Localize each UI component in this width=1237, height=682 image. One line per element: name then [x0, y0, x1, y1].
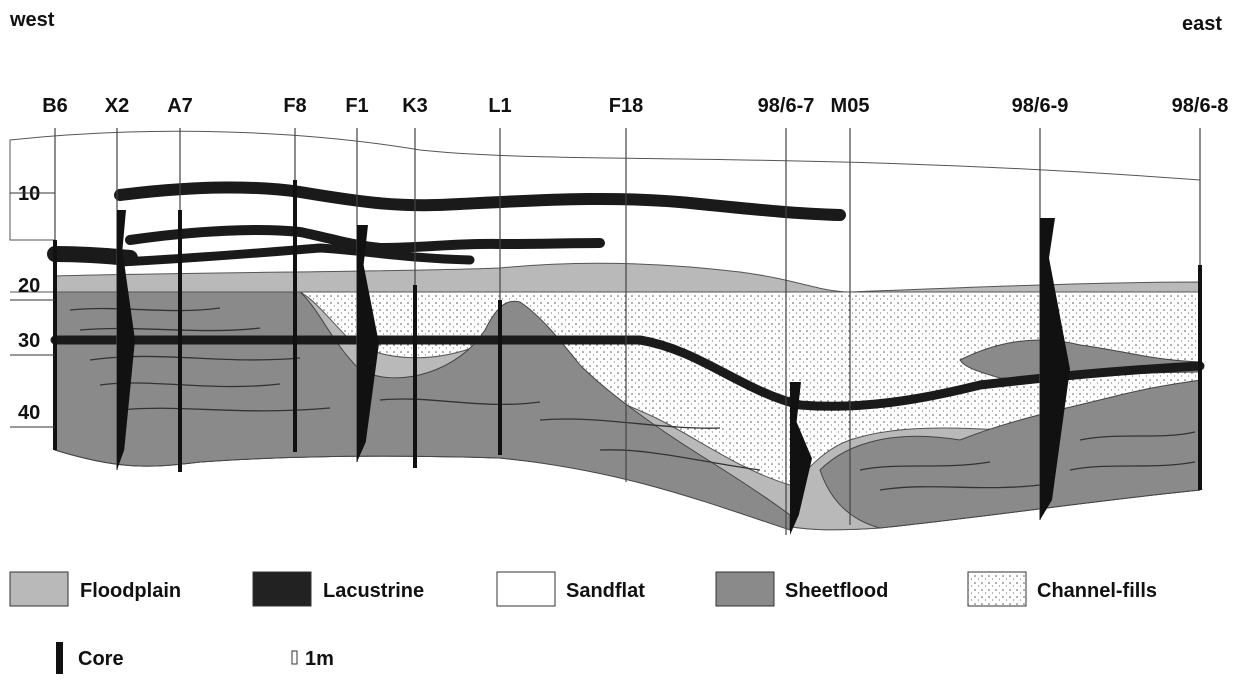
well-label: 98/6-9 [1012, 95, 1069, 117]
core [413, 285, 417, 468]
legend-swatch [968, 572, 1026, 606]
core [178, 210, 182, 472]
legend-label: Floodplain [80, 580, 181, 602]
legend-swatch [716, 572, 774, 606]
core [498, 300, 502, 455]
section-body [10, 131, 1200, 530]
legend-label: Sheetflood [785, 580, 888, 602]
well-label: A7 [167, 95, 193, 117]
legend-swatch [253, 572, 311, 606]
core [53, 240, 57, 450]
well-label: M05 [831, 95, 870, 117]
well-label: B6 [42, 95, 68, 117]
well-label: X2 [105, 95, 129, 117]
depth-label: 30 [18, 330, 40, 352]
legend-swatch [497, 572, 555, 606]
well-label: L1 [488, 95, 511, 117]
cross-section: west east B6 X2 A7 F8 F1 K3 L1 F18 98/6-7 M05 98/6-9… [0, 0, 1237, 677]
scale-symbol [292, 651, 297, 664]
well-label: F18 [609, 95, 643, 117]
scale-label: 1m [305, 648, 334, 670]
depth-label: 40 [18, 402, 40, 424]
depth-label: 10 [18, 183, 40, 205]
depth-label: 20 [18, 275, 40, 297]
core [293, 180, 297, 452]
well-label: K3 [402, 95, 428, 117]
core-symbol [56, 642, 63, 674]
core-label: Core [78, 648, 124, 670]
legend-label: Sandflat [566, 580, 645, 602]
east-label: east [1182, 13, 1222, 35]
well-label: 98/6-7 [758, 95, 815, 117]
well-label: 98/6-8 [1172, 95, 1229, 117]
well-label: F1 [345, 95, 368, 117]
west-label: west [9, 9, 55, 31]
core [1198, 265, 1202, 490]
well-label: F8 [283, 95, 306, 117]
legend-swatch [10, 572, 68, 606]
legend-label: Channel-fills [1037, 580, 1157, 602]
legend-label: Lacustrine [323, 580, 424, 602]
